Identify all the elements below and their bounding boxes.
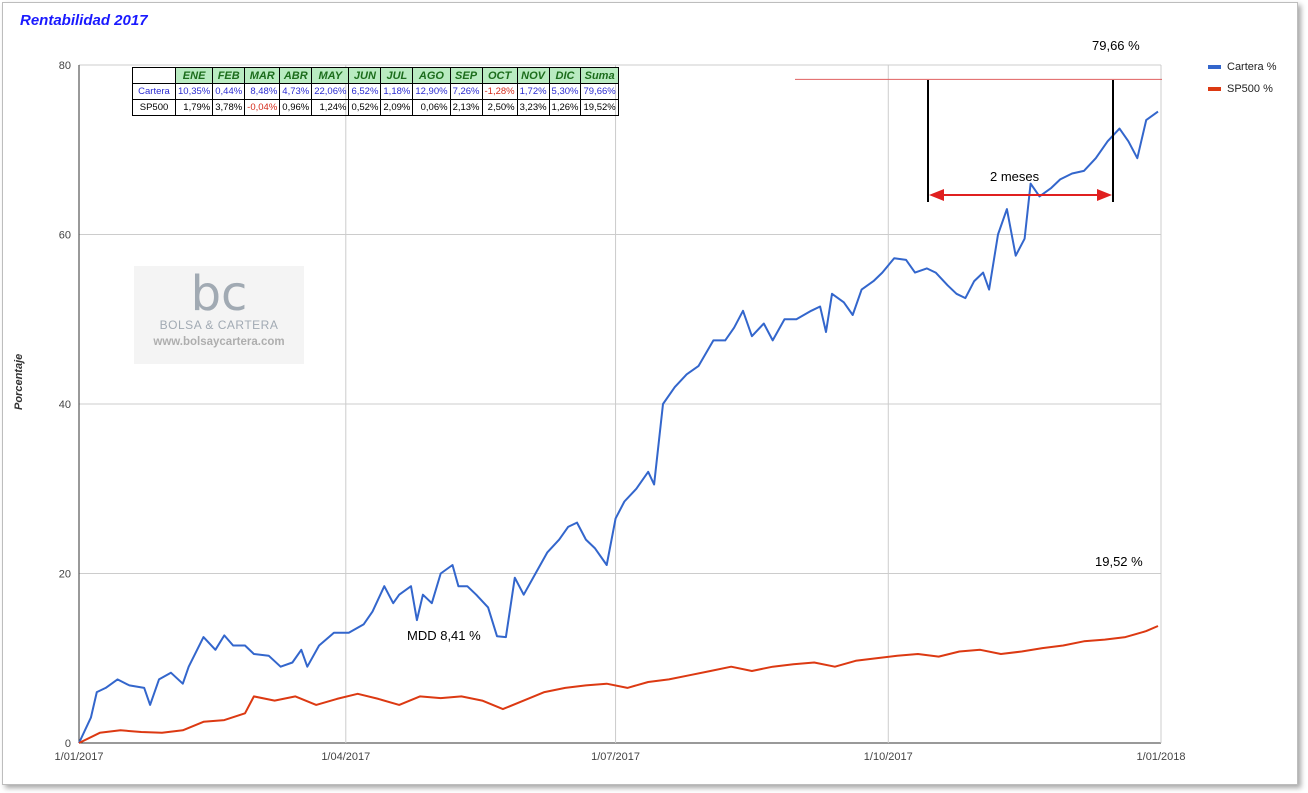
table-cell: 7,26% <box>449 83 483 100</box>
table-cell: 5,30% <box>548 83 582 100</box>
table-header-cell: AGO <box>412 67 451 84</box>
x-tick-label: 1/01/2018 <box>1137 751 1186 763</box>
y-tick-label: 20 <box>59 569 71 581</box>
monthly-returns-table: ENE FEB MAR ABR MAY JUN JUL AGO SEP OCT NOV DIC Suma… <box>132 67 619 116</box>
table-cell: 0,96% <box>279 99 313 116</box>
grid: 0 20 40 60 80 1/01/2017 1/04/2017 1/07/2017 1/10… <box>55 60 1186 763</box>
legend-swatch <box>1208 87 1221 91</box>
x-tick-label: 1/04/2017 <box>321 751 370 763</box>
table-cell: 0,44% <box>212 83 246 100</box>
table-cell: 6,52% <box>348 83 382 100</box>
y-tick-label: 40 <box>59 399 71 411</box>
table-header-cell: JUN <box>348 67 382 84</box>
legend-label: Cartera % <box>1227 61 1277 73</box>
annotation-max-value: 79,66 % <box>1092 38 1140 53</box>
legend: Cartera % SP500 % <box>1208 56 1277 100</box>
x-tick-label: 1/10/2017 <box>864 751 913 763</box>
watermark-name: BOLSA & CARTERA <box>159 318 279 332</box>
table-header-cell: SEP <box>449 67 483 84</box>
table-cell: 3,23% <box>516 99 550 116</box>
legend-swatch <box>1208 65 1221 69</box>
y-tick-label: 60 <box>59 230 71 242</box>
legend-item: Cartera % <box>1208 56 1277 78</box>
annotation-period: 2 meses <box>990 169 1040 184</box>
table-cell: 3,78% <box>212 99 246 116</box>
chart-frame <box>2 2 1298 785</box>
table-cell: 0,52% <box>348 99 382 116</box>
table-header-cell: FEB <box>212 67 246 84</box>
annotation-layer <box>795 78 1162 202</box>
watermark: bc BOLSA & CARTERA www.bolsaycartera.com <box>134 266 304 364</box>
table-header-cell: MAR <box>244 67 281 84</box>
table-cell: 1,26% <box>548 99 582 116</box>
table-header-cell: OCT <box>481 67 518 84</box>
watermark-url: www.bolsaycartera.com <box>153 336 285 348</box>
x-tick-label: 1/07/2017 <box>591 751 640 763</box>
table-cell: 10,35% <box>174 83 214 100</box>
series-line-sp500 <box>78 625 1159 744</box>
table-cell: 1,72% <box>516 83 550 100</box>
table-row: Cartera 10,35% 0,44% 8,48% 4,73% 22,06% 6,52% 1… <box>132 83 619 100</box>
table-header-cell <box>132 67 176 84</box>
table-row-label: Cartera <box>132 83 176 100</box>
table-header-cell: ABR <box>279 67 313 84</box>
table-cell: 1,18% <box>380 83 414 100</box>
y-axis-label: Porcentaje <box>13 353 25 410</box>
table-cell: 0,06% <box>412 99 451 116</box>
table-cell: 2,50% <box>481 99 518 116</box>
chart-title: Rentabilidad 2017 <box>20 12 148 29</box>
table-cell: 19,52% <box>580 99 619 116</box>
table-cell: -0,04% <box>244 99 281 116</box>
table-cell: 8,48% <box>244 83 281 100</box>
table-body: Cartera 10,35% 0,44% 8,48% 4,73% 22,06% 6,52% 1… <box>132 83 619 116</box>
legend-label: SP500 % <box>1227 83 1273 95</box>
table-cell: 2,13% <box>449 99 483 116</box>
legend-item: SP500 % <box>1208 78 1277 100</box>
watermark-logo: bc <box>190 266 248 322</box>
table-cell: 4,73% <box>279 83 313 100</box>
table-header-cell: Suma <box>580 67 619 84</box>
table-header-cell: MAY <box>311 67 350 84</box>
y-tick-label: 80 <box>59 60 71 72</box>
table-header-cell: ENE <box>174 67 214 84</box>
table-header-row: ENE FEB MAR ABR MAY JUN JUL AGO SEP OCT NOV DIC Suma <box>132 67 619 84</box>
table-header-cell: DIC <box>548 67 582 84</box>
period-arrowhead-left <box>929 189 944 201</box>
series-layer <box>78 110 1159 744</box>
annotation-mdd: MDD 8,41 % <box>407 628 481 643</box>
table-cell: 2,09% <box>380 99 414 116</box>
table-cell: 22,06% <box>311 83 350 100</box>
x-tick-label: 1/01/2017 <box>55 751 104 763</box>
table-cell: -1,28% <box>481 83 518 100</box>
table-header-cell: NOV <box>516 67 550 84</box>
table-header-cell: JUL <box>380 67 414 84</box>
table-cell: 79,66% <box>580 83 619 100</box>
series-line-cartera <box>78 110 1159 744</box>
period-arrowhead-right <box>1097 189 1112 201</box>
table-row: SP500 1,79% 3,78% -0,04% 0,96% 1,24% 0,52% 2,09… <box>132 99 619 116</box>
table-cell: 12,90% <box>412 83 451 100</box>
table-row-label: SP500 <box>132 99 176 116</box>
table-cell: 1,24% <box>311 99 350 116</box>
annotation-sp500-value: 19,52 % <box>1095 554 1143 569</box>
table-cell: 1,79% <box>174 99 214 116</box>
y-tick-label: 0 <box>65 738 71 750</box>
